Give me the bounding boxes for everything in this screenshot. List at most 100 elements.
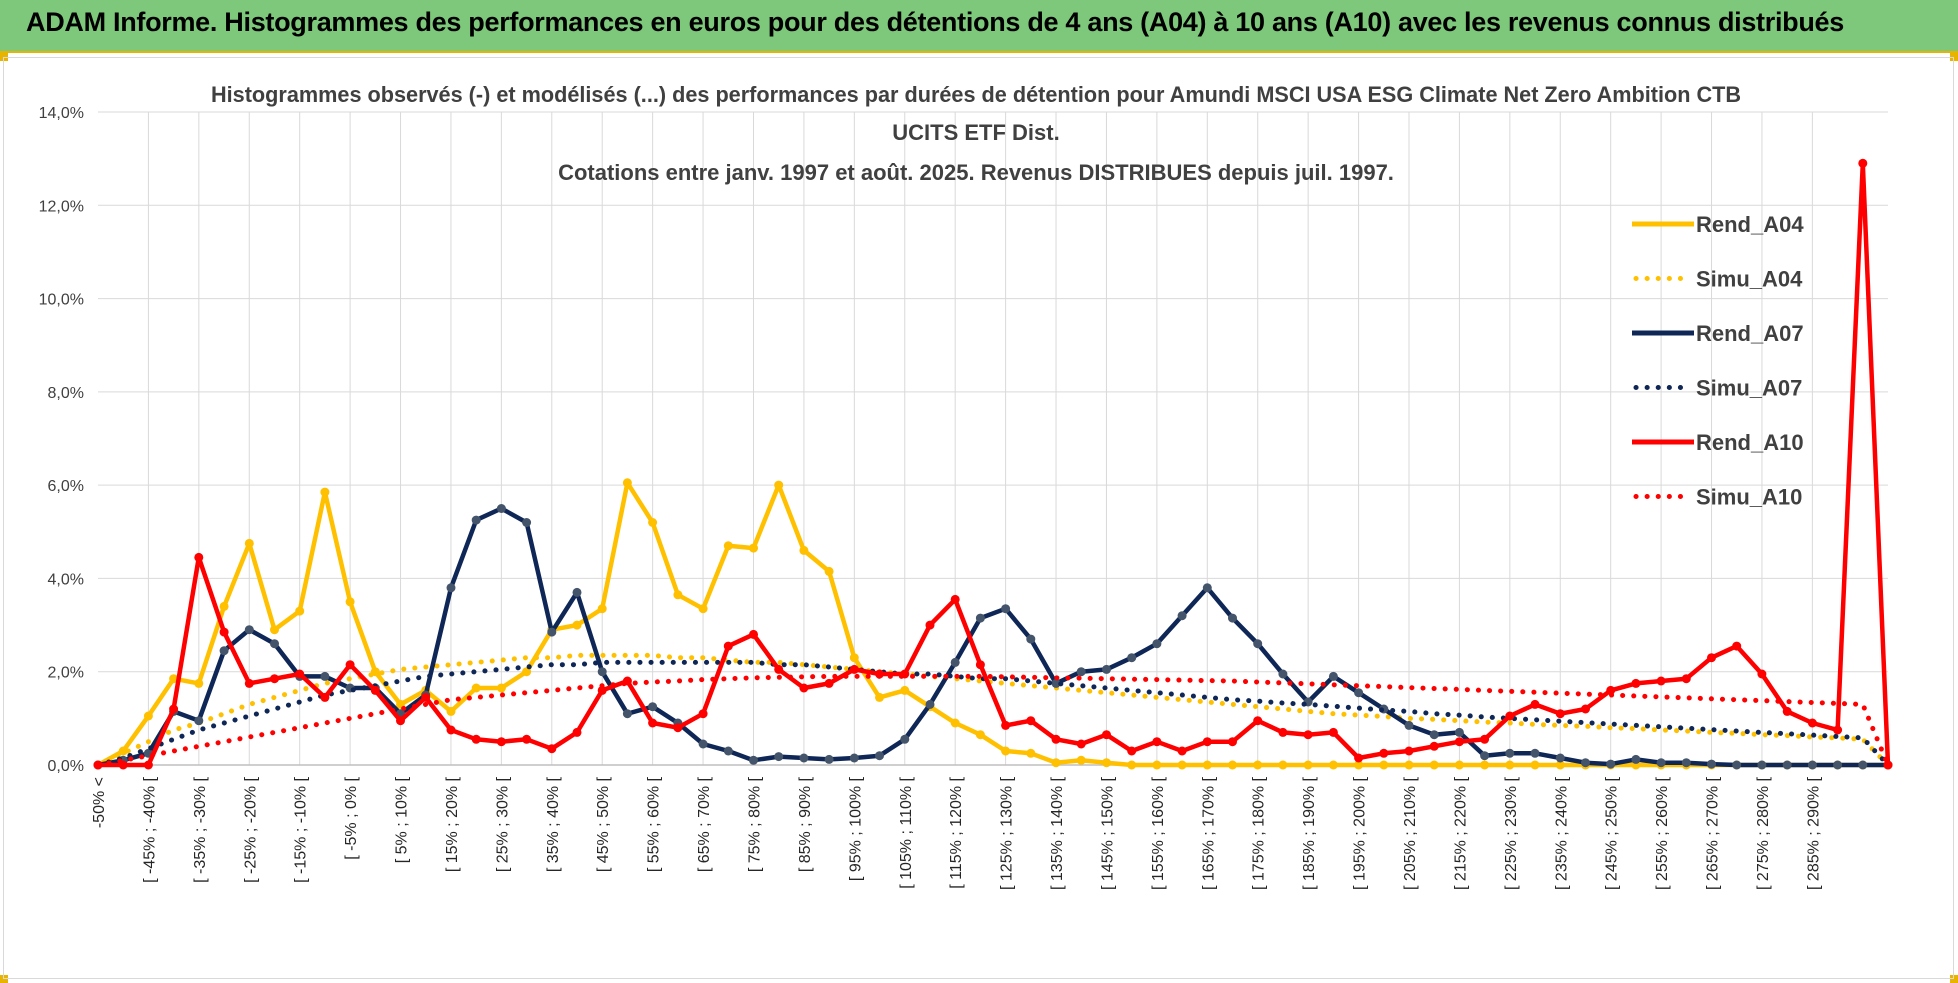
data-point <box>1127 746 1137 756</box>
data-point <box>849 653 859 663</box>
banner: ADAM Informe. Histogrammes des performan… <box>0 0 1958 53</box>
data-point <box>1328 760 1338 770</box>
data-point <box>1732 760 1742 770</box>
data-point <box>295 669 305 679</box>
data-point <box>1102 758 1111 768</box>
data-point <box>1026 634 1036 644</box>
data-point <box>1581 704 1590 714</box>
x-tick-label: [ 5% ; 10% [ <box>394 776 411 863</box>
x-tick-label: [ 285% ; 290% [ <box>1805 776 1822 890</box>
chart-frame <box>3 57 1954 979</box>
data-point <box>194 716 204 726</box>
corner-mark-bottom-right <box>1950 975 1958 983</box>
data-point <box>1454 760 1464 770</box>
data-point <box>774 752 784 762</box>
data-point <box>421 692 431 702</box>
data-point <box>1177 611 1187 621</box>
data-point <box>1354 753 1364 763</box>
data-point <box>219 601 229 611</box>
data-point <box>1782 760 1792 770</box>
data-point <box>723 641 733 651</box>
data-point <box>1530 760 1540 770</box>
data-point <box>1228 737 1237 747</box>
data-point <box>320 487 330 497</box>
data-point <box>799 753 809 763</box>
data-point <box>1354 688 1364 698</box>
data-point <box>799 683 809 693</box>
data-point <box>496 683 506 693</box>
data-point <box>143 711 153 721</box>
data-point <box>1530 748 1540 758</box>
data-point <box>270 625 279 635</box>
data-point <box>1555 760 1565 770</box>
data-point <box>597 604 607 614</box>
data-point <box>320 692 330 702</box>
series-simu_a04 <box>95 652 1891 768</box>
data-point <box>1807 760 1817 770</box>
x-tick-label: -50% < <box>91 777 108 828</box>
chart-title-line-2: UCITS ETF Dist. <box>892 120 1059 145</box>
data-point <box>622 709 632 719</box>
data-point <box>698 739 708 749</box>
data-point <box>1228 613 1237 623</box>
series-line-simu_a10 <box>95 673 1891 768</box>
data-point <box>1379 748 1389 758</box>
data-point <box>1127 653 1137 663</box>
data-point <box>597 667 607 677</box>
data-point <box>1102 664 1111 674</box>
data-point <box>1833 760 1843 770</box>
data-point <box>572 620 582 630</box>
data-point <box>194 552 204 562</box>
x-tick-label: [ 225% ; 230% [ <box>1503 776 1520 890</box>
series-layer <box>93 158 1893 770</box>
x-tick-label: [ -15% ; -10% [ <box>293 776 310 882</box>
legend-label: Rend_A04 <box>1696 212 1804 237</box>
data-point <box>1051 678 1061 688</box>
x-tick-label: [ 165% ; 170% [ <box>1200 776 1217 890</box>
data-point <box>1681 758 1691 768</box>
data-point <box>698 709 708 719</box>
data-point <box>1202 737 1212 747</box>
data-point <box>1555 753 1565 763</box>
data-point <box>471 734 481 744</box>
data-point <box>1202 760 1212 770</box>
series-line-rend_a04 <box>96 480 1888 768</box>
data-point <box>471 683 481 693</box>
chart-title-line-3: Cotations entre janv. 1997 et août. 2025… <box>558 160 1394 185</box>
data-point <box>446 706 456 716</box>
banner-title: ADAM Informe. Histogrammes des performan… <box>26 7 1844 37</box>
data-point <box>950 657 960 667</box>
data-point <box>1757 760 1767 770</box>
x-tick-label: [ 125% ; 130% [ <box>999 776 1016 890</box>
legend-item-simu_a04: Simu_A04 <box>1633 267 1803 292</box>
data-point <box>1177 760 1187 770</box>
data-point <box>774 664 784 674</box>
data-point <box>975 660 985 670</box>
data-point <box>219 646 229 656</box>
data-point <box>547 627 557 637</box>
y-tick-label: 8,0% <box>48 385 84 402</box>
data-point <box>1681 674 1691 684</box>
data-point <box>244 678 254 688</box>
x-tick-label: [ 275% ; 280% [ <box>1755 776 1772 890</box>
data-point <box>1152 639 1162 649</box>
data-point <box>471 515 481 525</box>
x-tick-label: [ 35% ; 40% [ <box>545 776 562 872</box>
data-point <box>572 727 582 737</box>
y-tick-label: 10,0% <box>39 292 84 309</box>
data-point <box>1707 653 1716 663</box>
data-point <box>900 685 910 695</box>
data-point <box>270 674 279 684</box>
data-point <box>749 755 758 765</box>
data-point <box>774 480 784 490</box>
data-point <box>1631 754 1641 764</box>
data-point <box>1454 727 1464 737</box>
data-point <box>1051 758 1061 768</box>
x-tick-label: [ 155% ; 160% [ <box>1150 776 1167 890</box>
data-point <box>648 718 658 728</box>
data-point <box>950 718 960 728</box>
data-point <box>1253 760 1263 770</box>
data-point <box>723 746 733 756</box>
data-point <box>875 692 884 702</box>
data-point <box>1328 671 1338 681</box>
